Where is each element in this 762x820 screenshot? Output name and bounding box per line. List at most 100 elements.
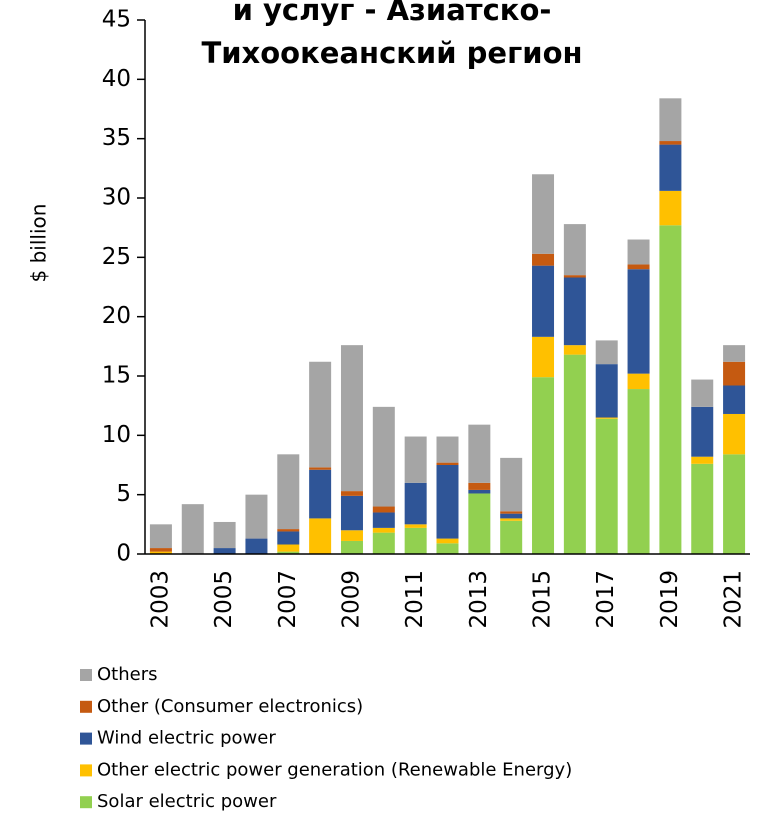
bar-segment (627, 373, 650, 390)
bar-segment (245, 494, 268, 539)
x-tick-label: 2015 (530, 570, 556, 629)
bar-segment (245, 538, 268, 554)
bar-segment (691, 463, 714, 554)
legend-label: Wind electric power (97, 728, 276, 749)
bar-segment (372, 527, 395, 533)
legend-swatch (80, 732, 92, 745)
legend-swatch (80, 764, 92, 777)
bar-segment (468, 493, 491, 554)
bar-segment (532, 253, 555, 266)
x-tick-label: 2019 (657, 570, 683, 629)
x-tick-label: 2007 (275, 570, 301, 629)
bar-segment (563, 277, 586, 346)
bar-segment (436, 538, 459, 544)
y-axis-label: $ billion (27, 204, 51, 283)
legend-label: Others (97, 664, 158, 685)
bar-segment (659, 141, 682, 145)
bar-segment (500, 518, 523, 521)
bar-segment (532, 265, 555, 337)
legend-swatch (80, 796, 92, 809)
bar-segment (436, 465, 459, 539)
bar-segment (532, 336, 555, 378)
chart-title: Тихоокеанский регион (201, 36, 582, 70)
legend-label: Other (Consumer electronics) (97, 696, 363, 717)
y-tick-label: 20 (102, 303, 131, 329)
bar-segment (659, 225, 682, 554)
bar-segment (627, 239, 650, 265)
bar-segment (372, 512, 395, 528)
y-tick-label: 10 (102, 422, 131, 448)
chart-title: и услуг - Азиатско- (233, 0, 552, 27)
x-tick-label: 2013 (466, 570, 492, 629)
bar-segment (309, 361, 332, 468)
x-tick-label: 2005 (211, 570, 237, 629)
bar-segment (372, 532, 395, 554)
bar-segment (532, 174, 555, 254)
bar-segment (563, 354, 586, 554)
bar-segment (277, 454, 300, 530)
bar-segment (723, 345, 746, 362)
x-tick-label: 2017 (593, 570, 619, 629)
bar-segment (691, 379, 714, 407)
bar-segment (627, 269, 650, 374)
bar-segment (277, 551, 300, 554)
bar-segment (149, 524, 172, 549)
bar-segment (691, 406, 714, 457)
legend-swatch (80, 700, 92, 713)
bar-segment (723, 454, 746, 554)
bar-segment (340, 491, 363, 496)
bar-segment (500, 511, 523, 514)
y-tick-label: 45 (102, 7, 131, 33)
bar-segment (500, 513, 523, 519)
bar-segment (595, 418, 618, 554)
bar-segment (563, 224, 586, 276)
bar-segment (468, 482, 491, 490)
y-tick-label: 25 (102, 244, 131, 270)
bar-segment (595, 340, 618, 365)
bar-segment (436, 543, 459, 554)
bar-segment (309, 469, 332, 519)
bar-segment (563, 345, 586, 355)
bar-segment (436, 436, 459, 463)
bar-segment (277, 529, 300, 532)
bar-segment (213, 521, 236, 549)
bar-segment (468, 424, 491, 483)
legend-swatch (80, 669, 92, 681)
bar-segment (659, 144, 682, 191)
bar-segment (404, 482, 427, 525)
bar-segment (372, 406, 395, 507)
bar-segment (340, 495, 363, 531)
bar-segment (340, 540, 363, 554)
bar-segment (149, 551, 172, 554)
bar-segment (500, 457, 523, 512)
bar-segment (404, 436, 427, 483)
bar-segment (468, 489, 491, 494)
bar-segment (691, 456, 714, 464)
y-tick-label: 15 (102, 363, 131, 389)
bar-segment (340, 530, 363, 541)
legend-label: Other electric power generation (Renewab… (97, 759, 572, 780)
bar-segment (627, 389, 650, 554)
bar-segment (277, 531, 300, 545)
bar-segment (500, 520, 523, 554)
bar-segment (723, 361, 746, 386)
y-tick-label: 40 (102, 66, 131, 92)
x-tick-label: 2011 (402, 570, 428, 629)
bar-segment (404, 527, 427, 554)
x-tick-label: 2003 (147, 570, 173, 629)
legend-label: Solar electric power (97, 791, 277, 812)
y-tick-label: 30 (102, 185, 131, 211)
bar-segment (723, 413, 746, 455)
bar-segment (213, 548, 236, 554)
bar-segment (595, 364, 618, 418)
bar-segment (372, 506, 395, 513)
y-tick-label: 0 (116, 541, 131, 567)
x-tick-label: 2021 (721, 570, 747, 629)
bar-segment (404, 524, 427, 528)
bar-segment (659, 190, 682, 226)
y-tick-label: 5 (116, 481, 131, 507)
bar-segment (723, 385, 746, 414)
bar-segment (532, 377, 555, 554)
x-tick-label: 2009 (338, 570, 364, 629)
